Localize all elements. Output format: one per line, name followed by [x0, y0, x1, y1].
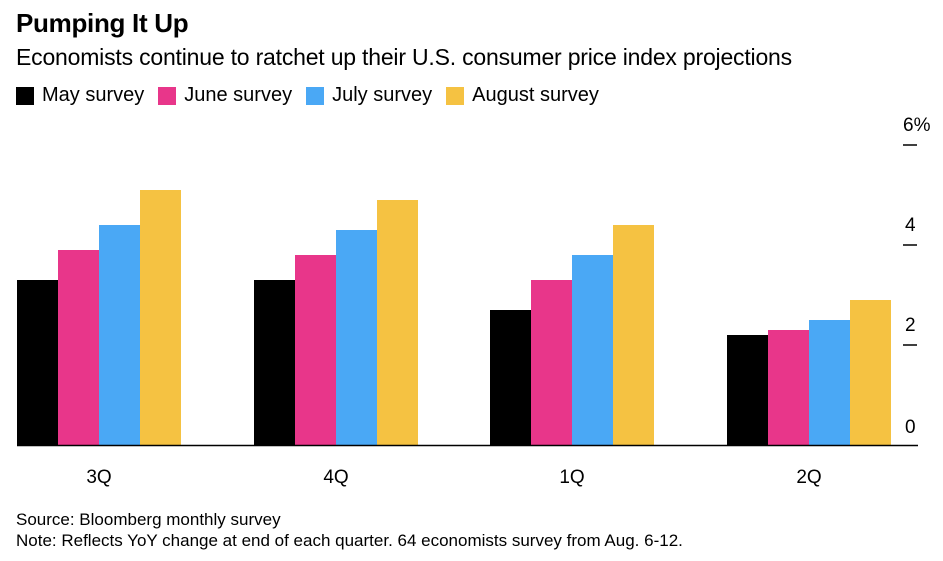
bar-may-4q — [254, 280, 295, 445]
bar-may-3q — [17, 280, 58, 445]
x-tick-label-3q: 3Q — [86, 467, 111, 488]
x-tick-label-1q: 1Q — [559, 467, 584, 488]
bar-june-2q — [768, 330, 809, 445]
y-tick-label-0: 0 — [905, 417, 916, 438]
legend-item-august: August survey — [446, 84, 599, 107]
bar-june-1q — [531, 280, 572, 445]
legend-label-june: June survey — [184, 84, 293, 106]
x-tick-label-2q: 2Q — [796, 467, 821, 488]
bar-june-4q — [295, 255, 336, 445]
legend-label-may: May survey — [42, 84, 145, 106]
legend: May survey June survey July survey Augus… — [16, 84, 613, 107]
bar-may-2q — [727, 335, 768, 445]
y-tick-label-6: 6% — [903, 115, 931, 136]
chart-subtitle: Economists continue to ratchet up their … — [16, 44, 792, 70]
bar-august-1q — [613, 225, 654, 445]
note-text: Note: Reflects YoY change at end of each… — [16, 531, 683, 550]
bar-august-4q — [377, 200, 418, 445]
legend-item-june: June survey — [158, 84, 292, 107]
legend-swatch-august — [446, 86, 465, 105]
legend-label-july: July survey — [332, 84, 433, 106]
legend-swatch-june — [158, 86, 177, 105]
legend-swatch-july — [306, 86, 325, 105]
x-tick-label-4q: 4Q — [323, 467, 348, 488]
bar-august-3q — [140, 190, 181, 445]
bar-july-3q — [99, 225, 140, 445]
legend-swatch-may — [16, 86, 34, 105]
bar-may-1q — [490, 310, 531, 445]
source-text: Source: Bloomberg monthly survey — [16, 510, 281, 529]
bar-august-2q — [850, 300, 891, 445]
legend-item-may: May survey — [16, 84, 144, 107]
bar-july-4q — [336, 230, 377, 445]
chart-title: Pumping It Up — [16, 8, 189, 38]
legend-label-august: August survey — [472, 84, 599, 106]
legend-item-july: July survey — [306, 84, 432, 107]
y-tick-label-2: 2 — [905, 315, 916, 336]
bar-july-1q — [572, 255, 613, 445]
bar-july-2q — [809, 320, 850, 445]
bar-june-3q — [58, 250, 99, 445]
y-tick-label-4: 4 — [905, 215, 916, 236]
